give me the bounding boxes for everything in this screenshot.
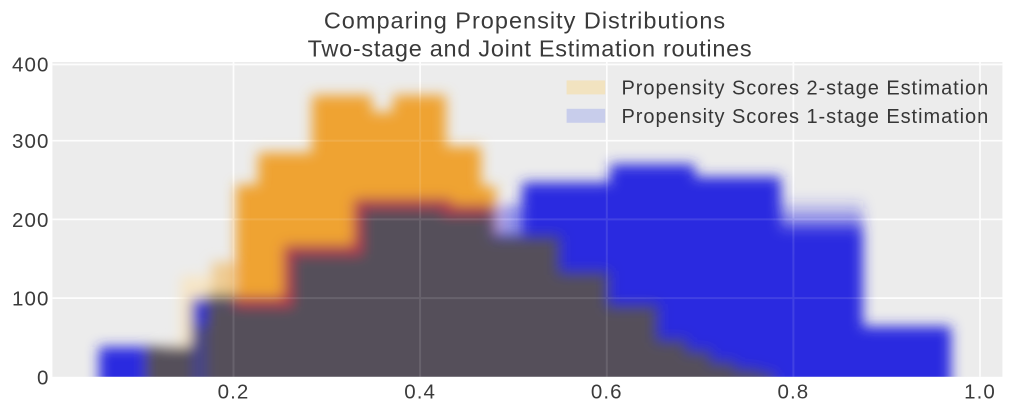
svg-text:300: 300 xyxy=(12,130,50,153)
svg-text:0.8: 0.8 xyxy=(777,381,809,404)
svg-text:0.4: 0.4 xyxy=(404,381,436,404)
svg-text:Two-stage and Joint Estimation: Two-stage and Joint Estimation routines xyxy=(308,36,753,62)
svg-text:100: 100 xyxy=(12,288,50,311)
svg-text:200: 200 xyxy=(12,209,50,232)
svg-text:Propensity Scores 2-stage Esti: Propensity Scores 2-stage Estimation xyxy=(622,78,990,100)
svg-text:Comparing Propensity Distribut: Comparing Propensity Distributions xyxy=(324,8,726,34)
svg-text:0.2: 0.2 xyxy=(218,381,250,404)
svg-text:Propensity Scores 1-stage Esti: Propensity Scores 1-stage Estimation xyxy=(622,106,990,128)
svg-text:0: 0 xyxy=(37,366,50,389)
svg-text:0.6: 0.6 xyxy=(591,381,623,404)
svg-text:1.0: 1.0 xyxy=(964,381,996,404)
svg-text:400: 400 xyxy=(12,54,50,77)
